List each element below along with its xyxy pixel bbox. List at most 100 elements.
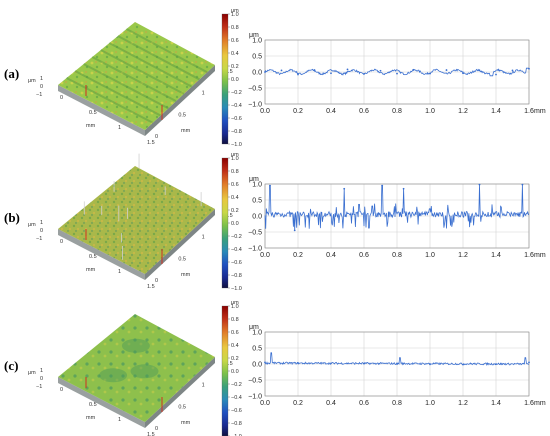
profile-y-tick: 1.0 [252, 38, 262, 45]
profile-line [264, 184, 530, 231]
y-tick: 0 [155, 134, 158, 140]
colorbar [221, 13, 229, 145]
y-tick: 1.5 [225, 213, 233, 219]
colorbar-tick: −0.8 [231, 129, 242, 135]
profile-point [429, 363, 431, 366]
surface-wave [108, 42, 193, 88]
profile-point [462, 72, 464, 75]
x-tick: 1.5 [147, 432, 155, 436]
profile-x-tick: 1.4 [491, 400, 501, 407]
profile-point [379, 69, 382, 72]
profile-point [478, 69, 481, 72]
colorbar-tick: 0.2 [231, 208, 239, 214]
profile-x-tick: 0.2 [293, 108, 303, 115]
profile-point [269, 184, 271, 187]
profile-y-tick: 0.0 [252, 362, 262, 369]
profile-y-tick: 0.0 [252, 70, 262, 77]
profile-x-tick: 0.0 [260, 400, 270, 407]
panel-c: (c) μm 10−1 00.511.5mm00.511.5mmμm1.00.80.6… [4, 300, 546, 436]
colorbar-tick: −1.0 [231, 434, 242, 436]
colorbar-tick: 0.4 [231, 343, 239, 349]
x-axis-unit: mm [86, 415, 96, 421]
profile-y-tick: −1.0 [248, 102, 262, 109]
profile-point [396, 72, 398, 75]
z-axis-unit: μm [28, 78, 36, 84]
colorbar-tick: 0.2 [231, 356, 239, 362]
colorbar-tick: −0.4 [231, 395, 242, 401]
profile-x-tick: 1.0 [425, 252, 435, 259]
profile-y-tick: 1.0 [252, 330, 262, 337]
colorbar-tick: 0.6 [231, 330, 239, 336]
x-tick: 1 [118, 269, 121, 275]
colorbar-tick: −0.8 [231, 421, 242, 427]
profile-x-tick: 1.2 [458, 400, 468, 407]
profile-x-tick: 1.0 [425, 108, 435, 115]
y-tick: 0.5 [178, 256, 186, 262]
colorbar-tick: 0.4 [231, 195, 239, 201]
profile-point [429, 72, 431, 75]
surface-wave [117, 35, 200, 81]
colorbar-unit: μm [231, 300, 239, 306]
profile-y-unit: μm [249, 176, 259, 183]
surface-wave [83, 63, 169, 110]
profile-point [495, 73, 497, 76]
profile-x-tick: 1.2 [458, 108, 468, 115]
profile-y-tick: 0.5 [252, 198, 262, 205]
x-tick: 1 [118, 125, 121, 131]
y-tick: 0.5 [178, 112, 186, 118]
y-tick: 1.5 [225, 69, 233, 75]
profile-point [297, 73, 299, 76]
profile-x-tick: 0.4 [326, 400, 336, 407]
colorbar-tick: −0.6 [231, 116, 242, 122]
z-tick: 1 [40, 220, 43, 226]
panel-label: (a) [4, 66, 19, 81]
surface-patch [130, 364, 159, 379]
colorbar [221, 305, 229, 436]
x-tick: 0.5 [89, 110, 97, 116]
profile-point [402, 187, 405, 190]
z-tick: 0 [40, 84, 43, 90]
x-tick: 1.5 [147, 140, 155, 146]
profile-point [495, 363, 497, 365]
colorbar-tick: 1.0 [231, 156, 239, 162]
y-tick: 1 [202, 235, 205, 241]
profile-x-tick: 1.4 [491, 252, 501, 259]
z-tick: −1 [36, 384, 42, 390]
z-tick: −1 [36, 92, 42, 98]
colorbar-tick: −0.8 [231, 273, 242, 279]
colorbar-tick: 0.4 [231, 51, 239, 57]
profile-point [396, 363, 398, 365]
surface-side-left [58, 229, 145, 280]
profile-y-tick: 0.5 [252, 346, 262, 353]
profile-y-unit: μm [249, 324, 259, 331]
surface-patch [99, 368, 128, 383]
profile-y-tick: 0.0 [252, 214, 262, 221]
panel-label: (c) [4, 358, 18, 373]
profile-point [264, 361, 266, 364]
panel-b: (b) μm 10−1 00.511.5mm00.511.5mmμm1.00.80.6… [4, 152, 546, 292]
profile-x-tick: 0.8 [392, 108, 402, 115]
y-tick: 1 [202, 383, 205, 389]
colorbar-unit: μm [231, 8, 239, 14]
profile-point [528, 361, 530, 364]
profile-y-tick: −0.5 [248, 378, 262, 385]
profile-x-tick: 0.6 [359, 400, 369, 407]
x-tick: 0.5 [89, 402, 97, 408]
colorbar-tick: 0.0 [231, 77, 239, 83]
profile-point [330, 362, 332, 365]
z-axis-unit: μm [28, 222, 36, 228]
profile-x-tick: 1.0 [425, 400, 435, 407]
profile-x-tick: 0.6 [359, 108, 369, 115]
profile-line [264, 67, 529, 77]
profile-x-unit: mm [534, 108, 546, 115]
profile-point [358, 203, 360, 206]
profile-point [381, 184, 384, 187]
profile-y-tick: 0.5 [252, 54, 262, 61]
colorbar-tick: −0.6 [231, 408, 242, 414]
colorbar-tick: 1.0 [231, 304, 239, 310]
colorbar-tick: 0.8 [231, 169, 239, 175]
profile-y-unit: μm [249, 32, 259, 39]
surface-wave [66, 77, 154, 124]
y-tick: 0 [155, 426, 158, 432]
colorbar-tick: 0.6 [231, 182, 239, 188]
